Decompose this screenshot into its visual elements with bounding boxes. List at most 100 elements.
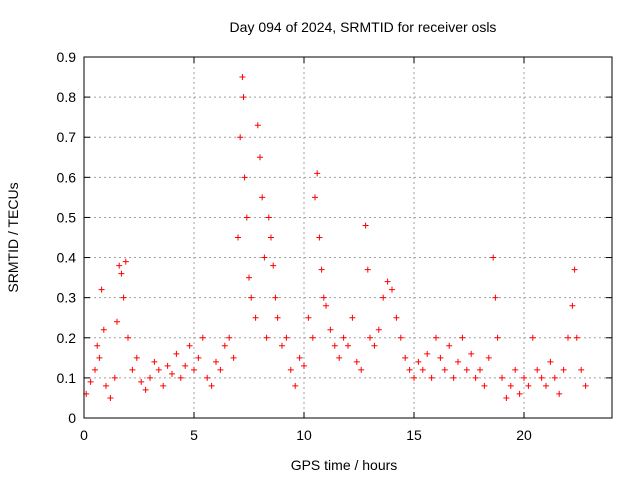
data-point	[578, 366, 585, 373]
plot-frame	[83, 56, 613, 419]
data-point	[274, 314, 281, 321]
data-point	[305, 314, 312, 321]
data-point	[265, 214, 272, 221]
data-point	[364, 266, 371, 273]
data-point	[551, 374, 558, 381]
data-point	[87, 378, 94, 385]
data-point	[98, 286, 105, 293]
data-point	[125, 334, 131, 341]
data-point	[538, 374, 545, 381]
data-point	[349, 314, 356, 321]
data-point	[389, 286, 395, 293]
data-point	[358, 366, 365, 373]
data-point	[226, 334, 233, 341]
data-point	[393, 314, 400, 321]
data-point	[362, 222, 369, 229]
y-tick-label: 0.4	[57, 250, 77, 266]
data-point	[529, 334, 536, 341]
data-point	[477, 366, 483, 373]
data-point	[331, 342, 338, 349]
data-point	[296, 354, 303, 361]
data-point	[312, 194, 318, 201]
y-tick-label: 0.1	[57, 370, 77, 386]
data-point	[160, 382, 167, 389]
data-point	[243, 214, 250, 221]
data-point	[534, 366, 541, 373]
data-point	[402, 354, 409, 361]
data-point	[204, 374, 211, 381]
data-point	[100, 326, 107, 333]
data-point	[419, 366, 426, 373]
data-point	[459, 334, 466, 341]
data-point	[270, 262, 277, 269]
x-tick-label: 15	[406, 427, 422, 443]
data-point	[120, 294, 127, 301]
data-point	[114, 318, 120, 325]
data-point	[279, 342, 285, 349]
x-tick-label: 0	[80, 427, 88, 443]
data-point	[380, 294, 387, 301]
data-point	[133, 354, 140, 361]
data-point	[428, 374, 435, 381]
data-point	[316, 234, 323, 241]
data-point	[94, 342, 101, 349]
data-point	[543, 382, 549, 389]
data-point	[92, 366, 98, 373]
data-point	[490, 254, 497, 261]
data-point	[556, 390, 563, 397]
x-tick-label: 5	[190, 427, 198, 443]
data-point	[314, 170, 321, 177]
data-point	[569, 302, 576, 309]
data-point	[186, 342, 193, 349]
data-point	[521, 374, 527, 381]
data-point	[169, 370, 175, 377]
data-point	[191, 366, 197, 373]
data-point	[560, 366, 567, 373]
y-tick-label: 0.8	[57, 89, 77, 105]
data-point	[259, 194, 266, 201]
data-point	[292, 382, 299, 389]
ticks: 0 0.1 0.2 0.3 0.4 0.5 0.6 0.7 0.8 0.9 0 5 10 15 20	[57, 49, 612, 443]
data-point	[237, 134, 244, 141]
data-point	[240, 94, 247, 101]
data-point	[512, 366, 519, 373]
data-point	[142, 386, 149, 393]
data-point	[263, 334, 270, 341]
data-point	[118, 270, 125, 277]
data-point	[147, 374, 153, 381]
data-point	[582, 382, 589, 389]
y-tick-label: 0.6	[57, 169, 77, 185]
data-point	[182, 362, 189, 369]
data-point	[239, 74, 246, 81]
data-point	[213, 358, 219, 365]
data-point	[230, 354, 237, 361]
data-point	[371, 342, 378, 349]
data-point	[268, 234, 274, 241]
data-point	[96, 354, 103, 361]
data-point	[492, 294, 499, 301]
data-point	[235, 234, 241, 241]
data-point	[155, 366, 162, 373]
y-tick-label: 0.9	[57, 49, 77, 65]
data-point	[406, 366, 413, 373]
data-point	[424, 350, 431, 357]
data-point	[283, 334, 290, 341]
data-point	[301, 362, 307, 369]
data-point	[129, 366, 136, 373]
data-point	[122, 258, 129, 265]
x-tick-label: 10	[296, 427, 312, 443]
data-point	[463, 366, 470, 373]
data-point	[327, 326, 334, 333]
data-point	[345, 342, 351, 349]
x-tick-label: 20	[516, 427, 532, 443]
data-point	[195, 354, 202, 361]
data-point	[318, 266, 325, 273]
y-tick-label: 0	[68, 410, 76, 426]
data-point	[257, 154, 263, 161]
data-point	[415, 358, 422, 365]
data-point	[246, 274, 252, 281]
data-point	[261, 254, 268, 261]
data-point	[151, 358, 158, 365]
